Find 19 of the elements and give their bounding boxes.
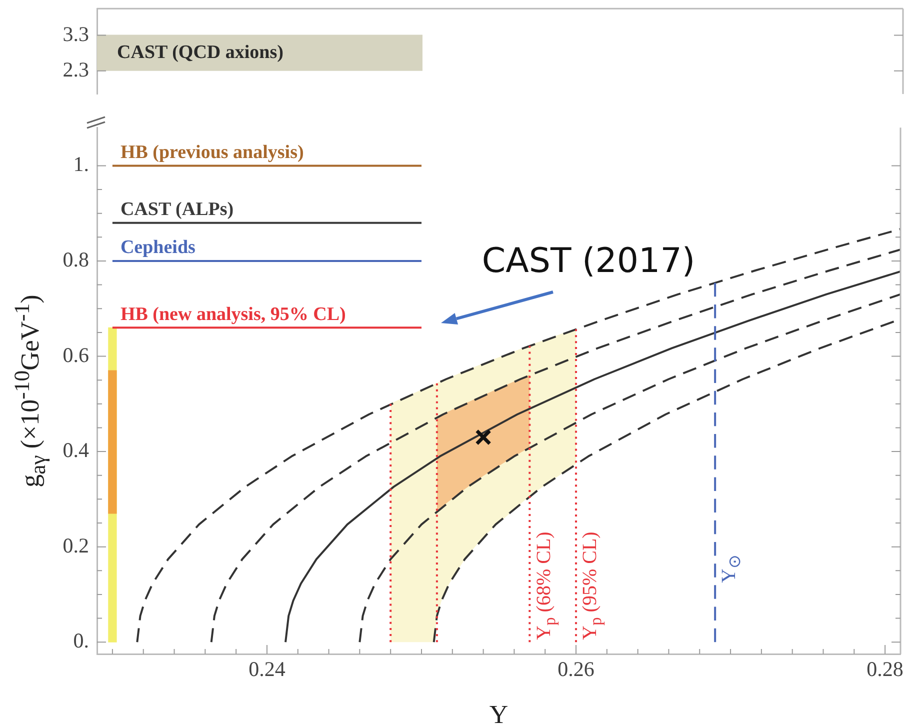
y-tick-label: 0.8 — [62, 248, 89, 272]
series-label: HB (previous analysis) — [120, 142, 304, 164]
x-tick-label: 0.24 — [248, 657, 286, 682]
y-tick-label: 0.6 — [62, 342, 89, 367]
y-tick-label: 1. — [73, 152, 89, 176]
annotation: CAST (2017) — [482, 240, 696, 281]
y-tick-label: 0.2 — [62, 533, 89, 558]
y-tick-label: 2.3 — [62, 57, 89, 82]
y-tick-label: 0.4 — [62, 438, 90, 462]
series-label: CAST (ALPs) — [120, 198, 234, 221]
line-series — [358, 293, 900, 644]
x-tick-label: 0.26 — [558, 657, 594, 682]
x-axis-title: Y — [489, 700, 508, 728]
y-tick-label: 3.3 — [62, 22, 89, 46]
series-label: Cepheids — [120, 236, 196, 259]
y-tick-label: 0. — [73, 628, 89, 653]
x-tick-label: 0.28 — [866, 657, 904, 682]
series-label: HB (new analysis, 95% CL) — [120, 304, 346, 326]
series-label: CAST (QCD axions) — [117, 42, 284, 64]
